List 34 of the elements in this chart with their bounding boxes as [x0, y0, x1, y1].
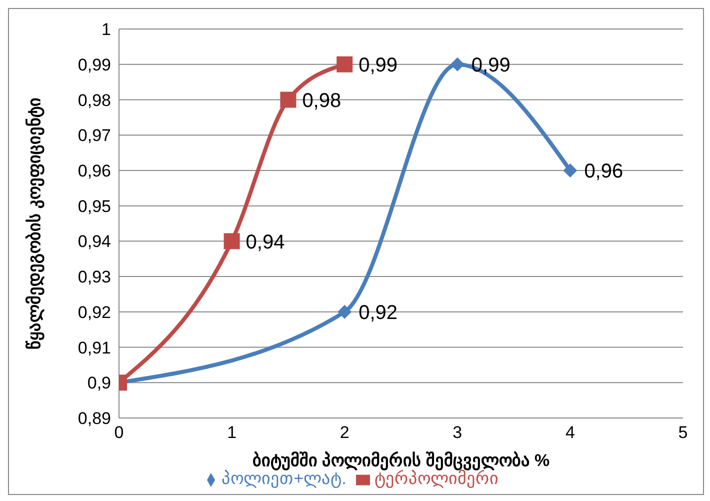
y-tick-label: 0,93	[78, 268, 111, 287]
data-label: 0,92	[358, 302, 398, 324]
x-tick-label: 5	[678, 423, 688, 442]
y-tick-label: 0,92	[78, 302, 111, 322]
y-tick-label: 0,99	[78, 55, 111, 74]
y-tick-label: 0,96	[78, 161, 111, 180]
x-tick-label: 4	[565, 423, 575, 442]
data-label: 0,99	[358, 54, 398, 76]
x-tick-label: 0	[114, 423, 124, 442]
x-tick-label: 3	[452, 423, 462, 442]
y-tick-label: 0,95	[78, 196, 111, 216]
legend-label: ტერპოლიმერი	[374, 469, 498, 488]
y-tick-label: 0,97	[78, 126, 111, 146]
point	[336, 56, 353, 72]
y-tick-label: 0,94	[78, 232, 111, 252]
y-tick-label: 0,9	[87, 374, 111, 393]
point	[563, 163, 578, 178]
point	[280, 92, 296, 108]
y-tick-label: 0,98	[78, 90, 111, 110]
point	[224, 233, 240, 250]
y-axis-title: წყალმედეგობის კოეფიციენტი	[25, 98, 46, 350]
data-label: 0,96	[584, 160, 624, 183]
point	[450, 57, 464, 72]
x-tick-label: 2	[340, 423, 350, 442]
data-label: 0,99	[471, 54, 510, 76]
point	[338, 304, 352, 319]
x-axis-title: ბიტუმში პოლიმერის შემცველობა %	[252, 451, 550, 471]
x-tick-label: 1	[227, 423, 237, 442]
y-tick-label: 0,91	[78, 338, 111, 358]
y-tick-label: 0,89	[78, 409, 111, 428]
y-tick-label: 1	[102, 20, 111, 40]
data-label: 0,98	[302, 90, 342, 112]
legend-label: პოლიეთ+ლატ.	[222, 469, 346, 488]
data-label: 0,94	[246, 231, 285, 254]
